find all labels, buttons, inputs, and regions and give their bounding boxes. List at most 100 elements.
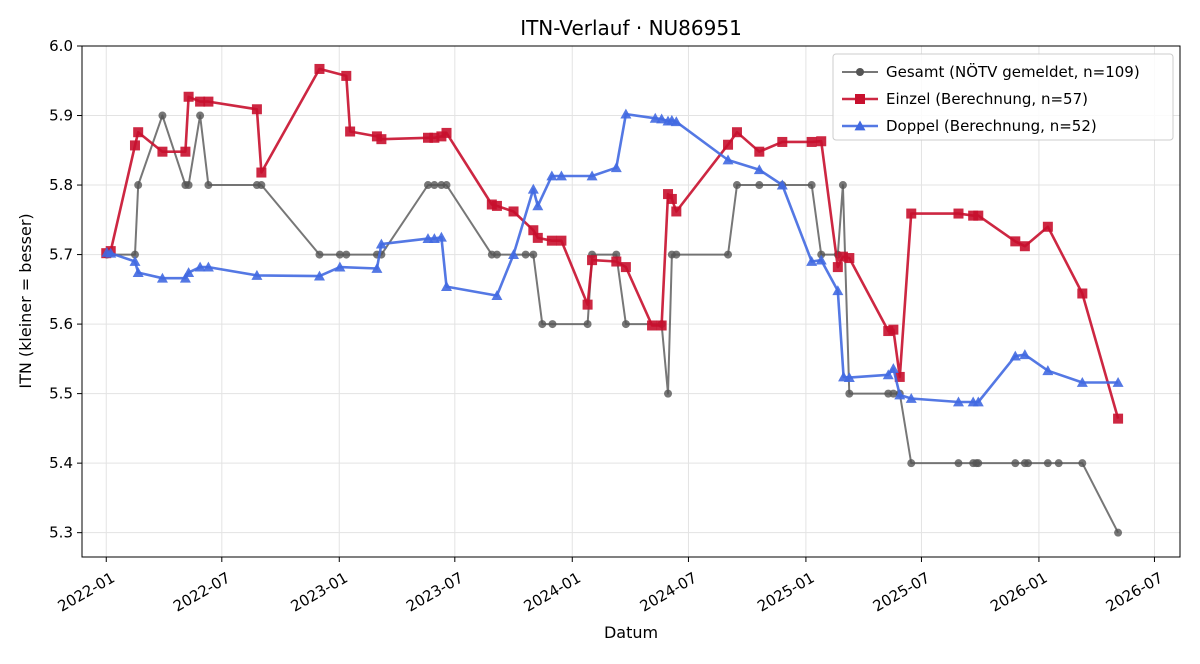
data-point	[251, 269, 263, 280]
data-point	[491, 290, 503, 300]
data-point	[491, 200, 502, 211]
series-markers	[102, 111, 1123, 537]
legend-items: Gesamt (NÖTV gemeldet, n=109) Einzel (Ber…	[842, 62, 1140, 135]
data-point	[816, 136, 827, 147]
data-point	[620, 108, 632, 119]
x-tick-label: 2022-07	[170, 569, 233, 616]
data-point	[184, 181, 193, 190]
data-point	[548, 320, 557, 329]
data-point	[972, 396, 984, 407]
data-point	[586, 170, 598, 181]
data-point	[777, 136, 788, 147]
data-point	[342, 250, 351, 259]
data-point	[732, 181, 741, 190]
data-point	[1077, 288, 1088, 299]
data-point	[968, 210, 979, 221]
data-point	[345, 126, 356, 137]
data-point	[671, 206, 682, 217]
data-point	[130, 250, 139, 259]
data-point	[129, 140, 140, 151]
legend-label: Gesamt (NÖTV gemeldet, n=109)	[886, 62, 1140, 81]
chart-title: ITN-Verlauf · NU86951	[520, 16, 742, 40]
data-point	[611, 256, 622, 267]
data-point	[334, 261, 346, 272]
y-axis-ticks: 5.3 5.4 5.5 5.6 5.7 5.8 5.9 6.0	[49, 37, 82, 542]
data-point	[888, 324, 899, 335]
y-tick-label: 5.6	[49, 315, 73, 333]
data-point	[422, 132, 433, 143]
data-point	[905, 392, 917, 403]
data-point	[158, 111, 167, 120]
data-point	[666, 193, 677, 204]
data-point	[838, 181, 847, 190]
data-point	[203, 96, 214, 107]
data-point	[1112, 376, 1124, 387]
series-markers	[101, 108, 1124, 407]
data-point	[133, 127, 144, 138]
data-point	[508, 249, 520, 259]
data-point	[341, 70, 352, 81]
x-tick-label: 2024-07	[637, 569, 700, 616]
y-axis-label: ITN (kleiner = besser)	[16, 213, 35, 388]
legend-label: Doppel (Berechnung, n=52)	[886, 117, 1097, 135]
data-point	[1113, 413, 1124, 424]
data-point	[1078, 459, 1087, 468]
data-point	[532, 232, 543, 243]
data-point	[335, 250, 344, 259]
x-tick-label: 2023-07	[403, 569, 466, 616]
y-tick-label: 5.3	[49, 524, 73, 542]
data-point	[179, 272, 191, 283]
x-tick-label: 2025-07	[870, 569, 933, 616]
data-point	[492, 250, 501, 259]
data-point	[555, 170, 567, 181]
data-point	[670, 116, 682, 127]
data-point	[883, 326, 894, 337]
data-point	[1010, 236, 1021, 247]
legend-frame	[832, 53, 1174, 141]
data-point	[1042, 221, 1053, 232]
data-point	[1019, 349, 1031, 360]
data-point	[134, 181, 143, 190]
data-point	[837, 251, 848, 262]
y-tick-label: 5.7	[49, 246, 73, 264]
data-point	[546, 170, 558, 181]
data-point	[845, 389, 854, 398]
data-point	[832, 285, 844, 296]
y-tick-label: 5.8	[49, 176, 73, 194]
data-point	[132, 267, 144, 278]
data-point	[156, 272, 168, 283]
data-point	[521, 250, 530, 259]
series-3	[101, 108, 1124, 407]
x-tick-label: 2022-01	[55, 569, 118, 616]
data-point	[815, 254, 827, 265]
data-point	[844, 253, 855, 264]
data-point	[251, 104, 262, 115]
data-point	[1042, 365, 1054, 376]
data-point	[257, 181, 266, 190]
data-point	[731, 127, 742, 138]
data-point	[1009, 350, 1021, 361]
data-point	[894, 389, 906, 400]
data-point	[1076, 376, 1088, 387]
data-point	[806, 256, 818, 266]
series-layer	[101, 63, 1124, 537]
data-point	[973, 210, 984, 221]
data-point	[430, 181, 439, 190]
data-point	[314, 63, 325, 74]
data-point	[315, 250, 324, 259]
data-point	[538, 320, 547, 329]
data-point	[620, 262, 631, 273]
data-point	[974, 459, 983, 468]
data-point	[647, 320, 658, 331]
y-tick-label: 5.4	[49, 454, 73, 472]
data-point	[656, 320, 667, 331]
data-point	[441, 127, 452, 138]
data-point	[527, 183, 539, 194]
data-point	[423, 181, 432, 190]
data-point	[376, 134, 387, 145]
data-point	[817, 250, 826, 259]
data-point	[722, 154, 734, 165]
data-point	[508, 206, 519, 217]
data-point	[528, 225, 539, 236]
